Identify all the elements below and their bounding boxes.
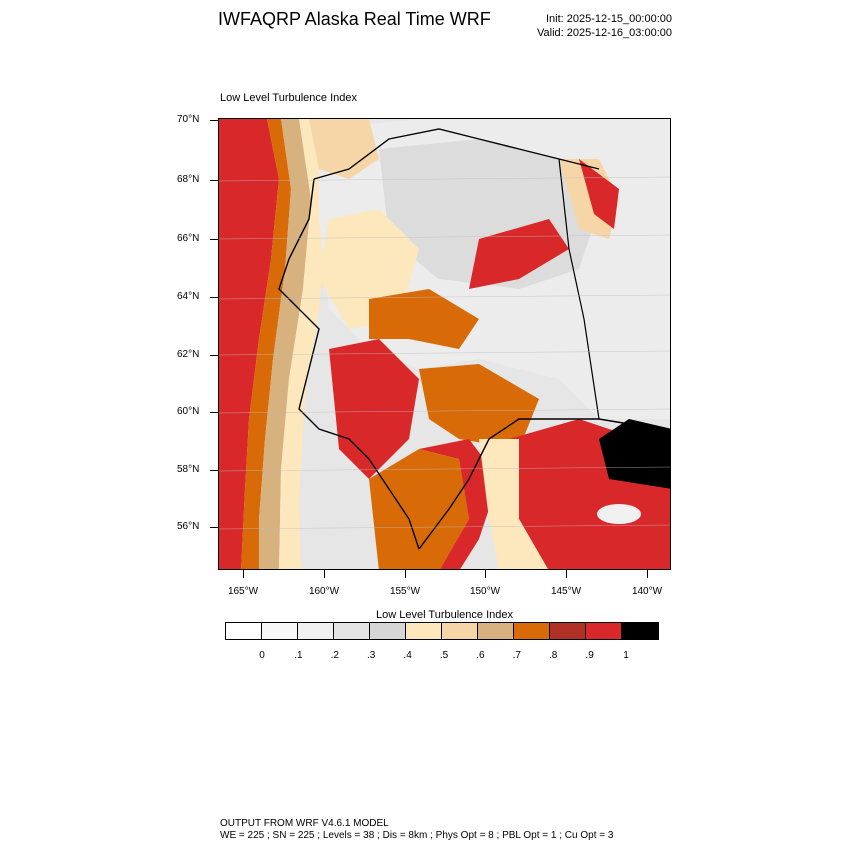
main-title: IWFAQRP Alaska Real Time WRF: [218, 9, 491, 29]
lon-tick: [405, 570, 406, 578]
lat-tick: [210, 180, 218, 181]
lat-label-70: 70°N: [177, 114, 200, 125]
peninsula-red: [419, 439, 499, 569]
lat-label-58: 58°N: [177, 464, 200, 475]
west-red-band: [219, 119, 279, 569]
colorbar-label: .4: [403, 650, 412, 661]
gulf-eddy: [597, 504, 641, 524]
lon-tick: [243, 570, 244, 578]
lat-tick: [210, 470, 218, 471]
colorbar-swatch: [442, 623, 478, 639]
peninsula-orange: [369, 449, 469, 569]
lat-tick: [210, 412, 218, 413]
lat-tick: [210, 297, 218, 298]
gulf-light: [479, 439, 548, 569]
coastline: [278, 128, 630, 550]
lon-tick: [324, 570, 325, 578]
lon-tick: [566, 570, 567, 578]
colorbar-swatch: [586, 623, 622, 639]
colorbar-swatch: [406, 623, 442, 639]
colorbar-swatch: [514, 623, 550, 639]
colorbar-swatch: [262, 623, 298, 639]
colorbar-label: .8: [549, 650, 558, 661]
lat-label-60: 60°N: [177, 406, 200, 417]
southeast-extreme: [599, 419, 670, 489]
lat-tick: [210, 527, 218, 528]
colorbar-label: .7: [512, 650, 521, 661]
colorbar-swatch: [298, 623, 334, 639]
central-orange: [369, 289, 479, 349]
lon-tick: [485, 570, 486, 578]
lon-label-145: 145°W: [550, 586, 582, 597]
lat-label-68: 68°N: [177, 174, 200, 185]
valid-time: Valid: 2025-12-16_03:00:00: [537, 27, 672, 39]
colorbar-label: .1: [294, 650, 303, 661]
lat-tick: [210, 239, 218, 240]
plot-title: Low Level Turbulence Index: [220, 92, 357, 104]
lon-label-140: 140°W: [631, 586, 663, 597]
west-tan-band: [259, 119, 311, 569]
colorbar-label: .2: [330, 650, 339, 661]
border-line: [558, 158, 600, 420]
colorbar-label: .6: [476, 650, 485, 661]
south-orange: [419, 364, 539, 449]
lon-label-160: 160°W: [308, 586, 340, 597]
west-light-band: [279, 119, 329, 569]
colorbar-swatch: [550, 623, 586, 639]
footer-model: OUTPUT FROM WRF V4.6.1 MODEL: [220, 818, 389, 829]
colorbar-title: Low Level Turbulence Index: [376, 609, 513, 621]
lat-label-56: 56°N: [177, 521, 200, 532]
init-time: Init: 2025-12-15_00:00:00: [546, 13, 672, 25]
map-panel: [218, 118, 671, 570]
colorbar-swatch: [622, 623, 658, 639]
colorbar-swatch: [226, 623, 262, 639]
colorbar: [225, 622, 659, 640]
colorbar-label: .5: [439, 650, 449, 661]
lat-label-64: 64°N: [177, 291, 200, 302]
lon-tick: [647, 570, 648, 578]
lat-label-66: 66°N: [177, 233, 200, 244]
west-orange-band: [241, 119, 291, 569]
lon-label-155: 155°W: [389, 586, 421, 597]
north-tan: [309, 119, 379, 179]
lat-tick: [210, 120, 218, 121]
lon-label-150: 150°W: [469, 586, 501, 597]
lat-label-62: 62°N: [177, 349, 200, 360]
northeast-red: [579, 159, 619, 229]
colorbar-label: 1: [623, 650, 629, 661]
footer-config: WE = 225 ; SN = 225 ; Levels = 38 ; Dis …: [220, 830, 614, 841]
colorbar-swatch: [478, 623, 514, 639]
colorbar-label: 0: [259, 650, 265, 661]
south-red-1: [329, 339, 419, 479]
colorbar-swatch: [370, 623, 406, 639]
turbulence-map: [219, 119, 670, 569]
colorbar-swatch: [334, 623, 370, 639]
colorbar-label: .3: [367, 650, 376, 661]
lat-tick: [210, 355, 218, 356]
lon-label-165: 165°W: [227, 586, 259, 597]
graticule: [219, 176, 670, 530]
colorbar-label: .9: [585, 650, 594, 661]
